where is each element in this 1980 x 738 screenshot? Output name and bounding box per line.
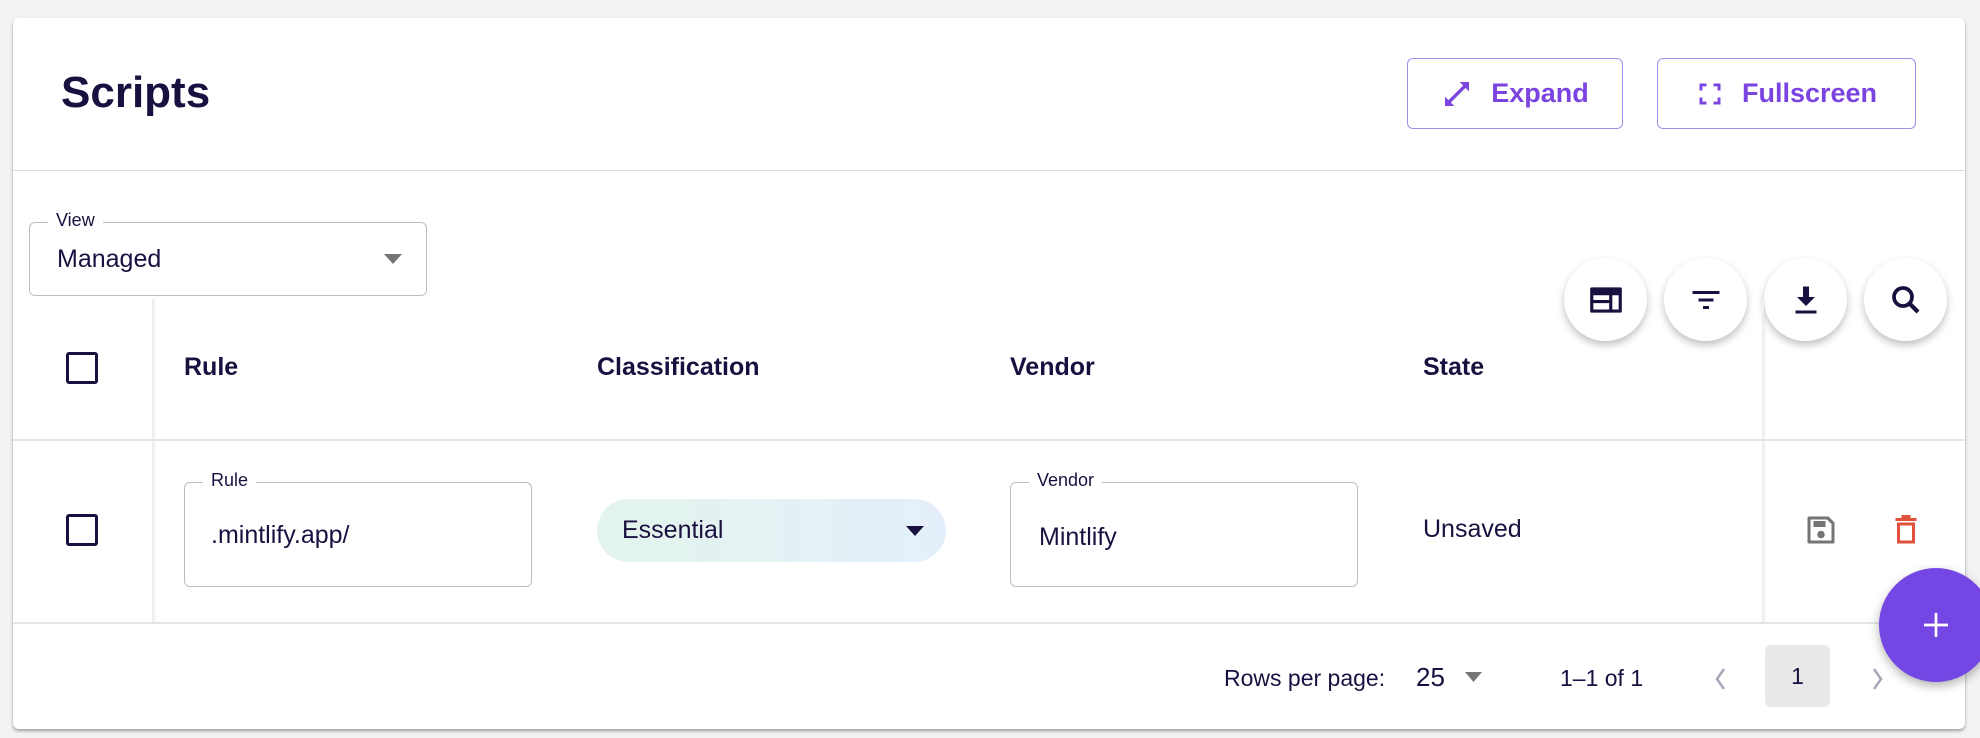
rule-input[interactable]: Rule .mintlify.app/ <box>184 470 532 587</box>
page-title: Scripts <box>61 68 211 117</box>
download-icon <box>1795 286 1816 313</box>
fullscreen-button[interactable]: Fullscreen <box>1657 58 1916 129</box>
expand-icon <box>1445 81 1470 106</box>
chevron-down-icon <box>384 254 402 264</box>
classification-select[interactable]: Essential <box>597 499 946 562</box>
fullscreen-label: Fullscreen <box>1741 78 1878 108</box>
search-button[interactable] <box>1864 258 1947 341</box>
vendor-input[interactable]: Vendor Mintlify <box>1010 470 1358 587</box>
previous-page-icon[interactable] <box>1713 666 1729 692</box>
row-divider <box>13 622 1965 624</box>
classification-value: Essential <box>622 516 724 544</box>
column-header-classification[interactable]: Classification <box>597 353 760 381</box>
view-label: View <box>48 210 103 231</box>
pagination-range: 1–1 of 1 <box>1560 665 1644 691</box>
delete-icon[interactable] <box>1888 512 1924 548</box>
expand-button[interactable]: Expand <box>1407 58 1623 129</box>
page-button-current[interactable]: 1 <box>1765 645 1830 707</box>
save-icon[interactable] <box>1803 512 1839 548</box>
column-header-state[interactable]: State <box>1423 353 1485 381</box>
columns-button[interactable] <box>1564 258 1647 341</box>
plus-icon <box>1924 613 1948 637</box>
view-select[interactable]: View Managed <box>29 210 427 296</box>
column-header-vendor[interactable]: Vendor <box>1010 353 1095 381</box>
state-value: Unsaved <box>1423 515 1522 543</box>
rows-per-page-select[interactable]: 25 <box>1416 660 1496 696</box>
column-divider <box>1762 299 1764 623</box>
vendor-input-label: Vendor <box>1029 470 1103 491</box>
download-button[interactable] <box>1764 258 1847 341</box>
chevron-down-icon <box>1465 672 1482 682</box>
add-rule-fab[interactable] <box>1879 568 1980 682</box>
expand-label: Expand <box>1491 78 1589 108</box>
view-value: Managed <box>57 245 162 273</box>
select-all-checkbox[interactable] <box>66 352 98 384</box>
filter-icon <box>1692 290 1719 309</box>
fullscreen-icon <box>1699 83 1721 104</box>
chevron-down-icon <box>906 526 924 536</box>
rows-per-page-value: 25 <box>1416 662 1445 692</box>
filter-button[interactable] <box>1664 258 1747 341</box>
header-row-divider <box>13 439 1965 441</box>
rows-per-page-label: Rows per page: <box>1224 665 1386 691</box>
vendor-input-value: Mintlify <box>1039 523 1117 551</box>
column-divider <box>152 299 154 623</box>
row-checkbox[interactable] <box>66 514 98 546</box>
header-divider <box>13 170 1965 171</box>
scripts-card: Scripts Expand Fullscreen View Managed R… <box>13 18 1965 729</box>
rule-input-value: .mintlify.app/ <box>211 521 350 549</box>
column-header-rule[interactable]: Rule <box>184 353 239 381</box>
columns-icon <box>1589 286 1622 313</box>
next-page-icon[interactable] <box>1869 666 1885 692</box>
search-icon <box>1891 285 1919 313</box>
rule-input-label: Rule <box>203 470 257 491</box>
